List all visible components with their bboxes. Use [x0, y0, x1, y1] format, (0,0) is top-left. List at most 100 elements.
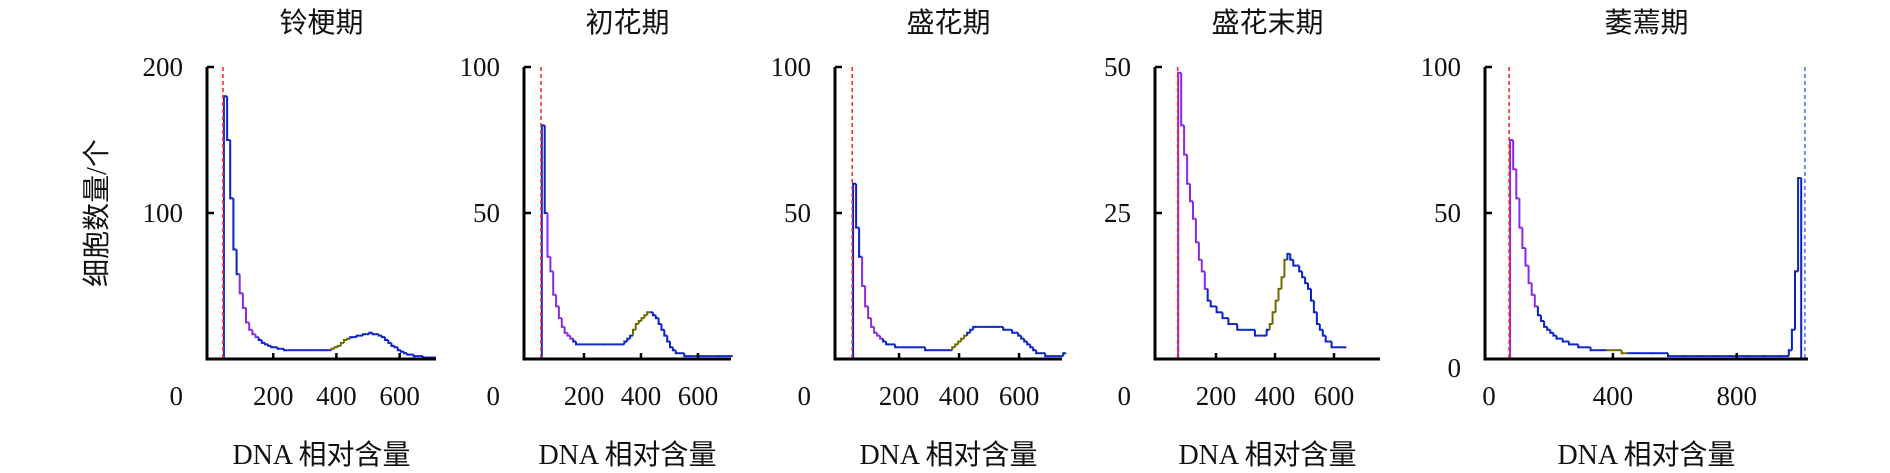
histogram-bin — [399, 350, 405, 353]
histogram-bin — [1524, 248, 1529, 267]
histogram-bin — [1561, 338, 1566, 343]
origin-label: 0 — [798, 381, 812, 411]
histogram-bin — [1002, 326, 1007, 331]
histogram-bin — [546, 213, 551, 258]
histogram-bin — [1197, 242, 1202, 261]
histogram-bin — [951, 346, 956, 351]
histogram-bin — [654, 315, 659, 320]
histogram-bin — [355, 334, 360, 338]
histogram-bin — [894, 344, 899, 349]
histogram-bin — [549, 256, 554, 273]
x-tick-label: 200 — [1196, 381, 1237, 411]
x-tick-label: 200 — [564, 381, 605, 411]
histogram-bin — [855, 183, 860, 229]
histogram-bin — [1044, 353, 1049, 358]
histogram-bin — [957, 340, 962, 345]
histogram-bin — [637, 320, 642, 324]
histogram-bin — [1026, 341, 1031, 346]
histogram-bin — [235, 249, 240, 276]
histogram-bin — [640, 317, 645, 321]
histogram-bin — [254, 334, 259, 339]
histogram-bin — [1180, 72, 1185, 127]
histogram-bin — [1268, 323, 1273, 330]
histogram-bin — [569, 335, 574, 340]
histogram-bin — [879, 335, 884, 340]
histogram-bin — [626, 337, 631, 342]
panel-3: 盛花期 DNA 相对含量 50 100 200 400 600 0 — [771, 7, 1067, 471]
histogram-bin — [390, 342, 395, 347]
histogram-bin — [1527, 265, 1532, 285]
histogram-bin — [257, 337, 262, 341]
histogram-bin — [1209, 300, 1214, 308]
histogram-bin — [1324, 335, 1329, 343]
histogram-bin — [873, 326, 878, 334]
histogram-bin — [543, 125, 548, 214]
histogram-bin — [1215, 306, 1220, 314]
histogram-bin — [1800, 178, 1805, 360]
histogram-bin — [560, 318, 565, 328]
histogram-bin — [1062, 352, 1067, 357]
x-tick-label: 600 — [999, 381, 1040, 411]
histogram-bin — [1032, 347, 1037, 352]
histogram-bin — [1017, 332, 1022, 337]
histogram-bin — [1536, 306, 1541, 317]
panel-2: 初花期 DNA 相对含量 50 100 200 400 600 0 — [460, 7, 733, 471]
histogram-bin — [1265, 328, 1270, 336]
histogram-bin — [1298, 265, 1303, 273]
histogram-bin — [1035, 350, 1040, 355]
x-tick-label: 800 — [1717, 381, 1758, 411]
histogram-bin — [1518, 198, 1523, 229]
histogram-bin — [276, 347, 281, 350]
histogram-bin — [1567, 341, 1572, 346]
x-tick-label: 400 — [316, 381, 357, 411]
x-axis-label: DNA 相对含量 — [1557, 439, 1735, 471]
histogram-bin — [1011, 329, 1016, 334]
histogram-bin — [858, 227, 863, 258]
histogram-bin — [264, 342, 269, 346]
histogram-bin — [1271, 311, 1276, 324]
histogram-bin — [671, 347, 676, 352]
histogram-bin — [1186, 154, 1190, 185]
histogram-bin — [403, 351, 408, 355]
histogram-bin — [343, 339, 348, 343]
histogram-bin — [283, 348, 288, 352]
histogram-bin — [1552, 332, 1557, 337]
histogram-bin — [1543, 321, 1548, 328]
panel-title: 萎蔫期 — [1604, 7, 1688, 39]
x-tick-label: 400 — [1255, 381, 1296, 411]
histogram-bin — [666, 335, 670, 343]
x-axis-label: DNA 相对含量 — [232, 439, 410, 471]
histogram-bin — [657, 318, 662, 325]
histogram-bin — [876, 332, 881, 337]
y-tick-label: 200 — [143, 52, 184, 82]
histogram-bin — [557, 306, 562, 320]
histogram-bin — [1280, 276, 1285, 289]
histogram-bin — [1304, 277, 1308, 285]
histogram-bin — [387, 340, 392, 344]
histogram-bin — [1192, 201, 1196, 220]
histogram-bin — [1206, 288, 1211, 302]
histogram-bin — [960, 337, 965, 342]
histogram-bin — [377, 334, 382, 337]
histogram-bin — [336, 344, 341, 348]
histogram-bin — [1312, 300, 1317, 314]
histogram-bin — [406, 353, 411, 356]
histogram-bin — [1307, 283, 1311, 290]
histogram-bin — [646, 311, 651, 316]
histogram-bin — [674, 350, 679, 355]
histogram-bin — [222, 95, 228, 359]
histogram-bin — [1301, 271, 1306, 279]
histogram-bin — [634, 323, 639, 330]
y-tick-label: 100 — [1421, 52, 1462, 82]
histogram-bin — [651, 312, 656, 317]
histogram-bin — [924, 347, 929, 352]
histogram-bin — [563, 326, 568, 334]
histogram-bin — [1183, 125, 1188, 156]
y-tick-label: 100 — [143, 198, 184, 228]
histogram-bin — [1020, 335, 1025, 340]
histogram-bin — [1289, 253, 1294, 261]
histogram-bin — [1794, 270, 1799, 330]
histogram-bin — [572, 338, 576, 343]
histogram-bin — [251, 329, 256, 336]
x-tick-label: 0 — [1482, 381, 1496, 411]
